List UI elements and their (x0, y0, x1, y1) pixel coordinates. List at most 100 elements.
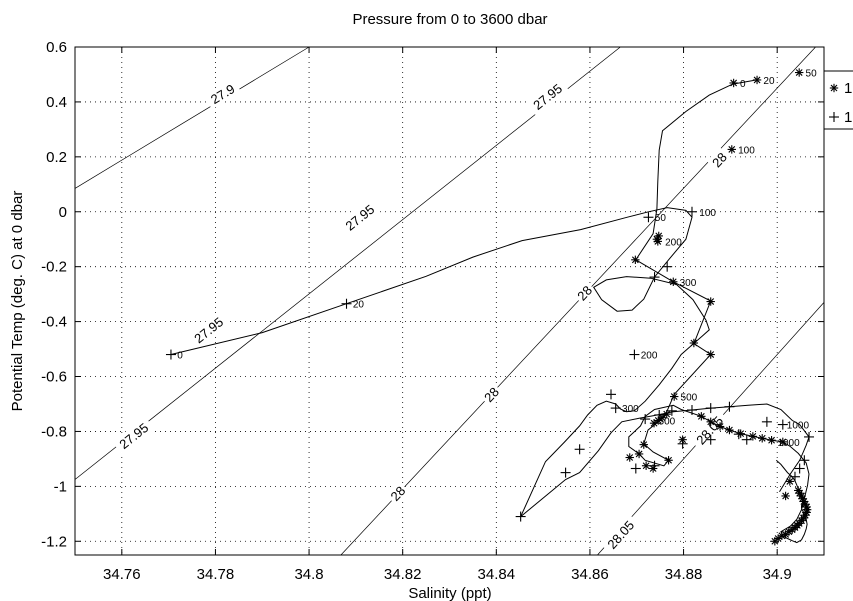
y-tick-label: -1.2 (41, 533, 67, 550)
series-2: 0 20 50 100 200 300 500 1000 (165, 206, 815, 522)
legend: 1 1! (823, 70, 853, 130)
star-marker-stroke (749, 432, 757, 440)
point-label: 500 (659, 416, 676, 427)
axes-box (74, 46, 825, 556)
contour-line (74, 46, 621, 480)
contour-label-bg (600, 513, 641, 556)
star-marker-stroke (795, 69, 803, 76)
point-label: 100 (738, 145, 755, 156)
legend-box (823, 70, 853, 130)
star-marker-stroke (796, 489, 804, 497)
star-marker-stroke (799, 495, 806, 503)
star-marker-stroke (650, 419, 658, 427)
contour-label-bg (338, 198, 381, 237)
point-label: 20 (353, 300, 365, 311)
point-label: 100 (699, 208, 716, 219)
x-tick-label: 34.76 (103, 566, 141, 583)
point-label: 50 (655, 213, 667, 224)
y-axis-label: Potential Temp (deg. C) at 0 dbar (9, 191, 26, 412)
legend-label: 1! (844, 109, 853, 126)
contour-label-bg (706, 147, 732, 172)
point-label: 0 (740, 79, 746, 90)
y-tick-label: -0.2 (41, 259, 67, 276)
contour-label-bg (203, 78, 242, 110)
point-label: 1000 (787, 421, 810, 432)
axis-ticks: 34.76 34.78 34.8 34.82 34.84 34.86 34.88 34.9 0.… (41, 39, 824, 583)
x-tick-label: 34.78 (197, 566, 235, 583)
star-marker-stroke (626, 454, 634, 461)
point-label: 200 (641, 351, 658, 362)
star-marker-stroke (658, 414, 666, 422)
star-marker-stroke (730, 79, 738, 87)
data-series: 0 20 50 100 200 300 500 1000 0 20 50 100 200 300 500 10… (165, 68, 818, 546)
x-tick-label: 34.82 (384, 566, 422, 583)
star-marker-stroke (665, 456, 672, 464)
star-marker-stroke (782, 492, 790, 500)
star-marker-stroke (697, 412, 705, 420)
star-marker-stroke (707, 298, 715, 305)
series-1: 0 20 50 100 200 300 500 1000 (625, 68, 818, 546)
point-label: 200 (665, 237, 682, 248)
point-label: 0 (177, 351, 183, 362)
x-axis-label: Salinity (ppt) (408, 585, 491, 601)
star-marker-stroke (726, 426, 733, 434)
star-marker-stroke (707, 418, 715, 426)
star-marker-stroke (669, 278, 677, 286)
star-marker-stroke (654, 238, 662, 245)
star-marker-stroke (803, 503, 811, 511)
y-tick-label: 0.6 (46, 39, 67, 56)
contour-label-bg (526, 77, 569, 116)
star-marker-stroke (642, 462, 650, 470)
y-tick-label: -0.8 (41, 423, 67, 440)
star-marker-stroke (670, 393, 678, 400)
star-marker-stroke (640, 441, 648, 449)
star-marker-stroke (830, 84, 838, 92)
contour-label-bg (112, 416, 155, 455)
star-marker-stroke (753, 76, 761, 84)
y-tick-label: 0 (59, 204, 67, 221)
star-marker-stroke (728, 146, 736, 153)
star-marker-stroke (794, 487, 802, 494)
point-label: 1000 (777, 438, 800, 449)
contour-label-bg (187, 310, 230, 349)
x-tick-label: 34.84 (478, 566, 516, 583)
star-marker-stroke (768, 436, 775, 444)
series-line (170, 207, 810, 517)
y-tick-label: -0.4 (41, 314, 67, 331)
star-marker-stroke (631, 256, 639, 264)
star-marker-stroke (801, 500, 809, 508)
star-marker-stroke (778, 532, 786, 540)
star-marker-stroke (707, 351, 715, 358)
star-marker-stroke (800, 498, 808, 505)
point-label: 300 (622, 404, 639, 415)
star-marker-stroke (774, 535, 782, 542)
x-tick-label: 34.9 (763, 566, 792, 583)
star-marker-stroke (635, 450, 643, 458)
point-label: 50 (806, 69, 818, 80)
y-tick-label: -0.6 (41, 369, 67, 386)
star-marker-stroke (649, 465, 657, 472)
chart-title: Pressure from 0 to 3600 dbar (352, 11, 547, 28)
star-marker-stroke (758, 434, 766, 442)
y-tick-label: -1 (54, 478, 67, 495)
y-tick-label: 0.4 (46, 94, 67, 111)
star-marker-stroke (798, 492, 805, 500)
x-tick-label: 34.8 (294, 566, 323, 583)
star-marker-stroke (779, 438, 787, 446)
contour-label-bg (385, 480, 410, 506)
x-tick-label: 34.88 (665, 566, 703, 583)
contour-label-bg (571, 280, 597, 306)
star-marker-stroke (716, 423, 724, 430)
contour-label-bg (689, 409, 730, 451)
point-label: 500 (681, 393, 698, 404)
y-tick-label: 0.2 (46, 149, 67, 166)
contour-label: 28 (709, 150, 730, 171)
star-marker-stroke (786, 477, 794, 485)
contour-label-bg (478, 381, 504, 407)
legend-label: 1 (844, 80, 852, 97)
contour-line (74, 46, 310, 189)
point-label: 300 (680, 278, 697, 289)
point-label: 20 (763, 76, 775, 87)
star-marker-stroke (654, 417, 662, 424)
